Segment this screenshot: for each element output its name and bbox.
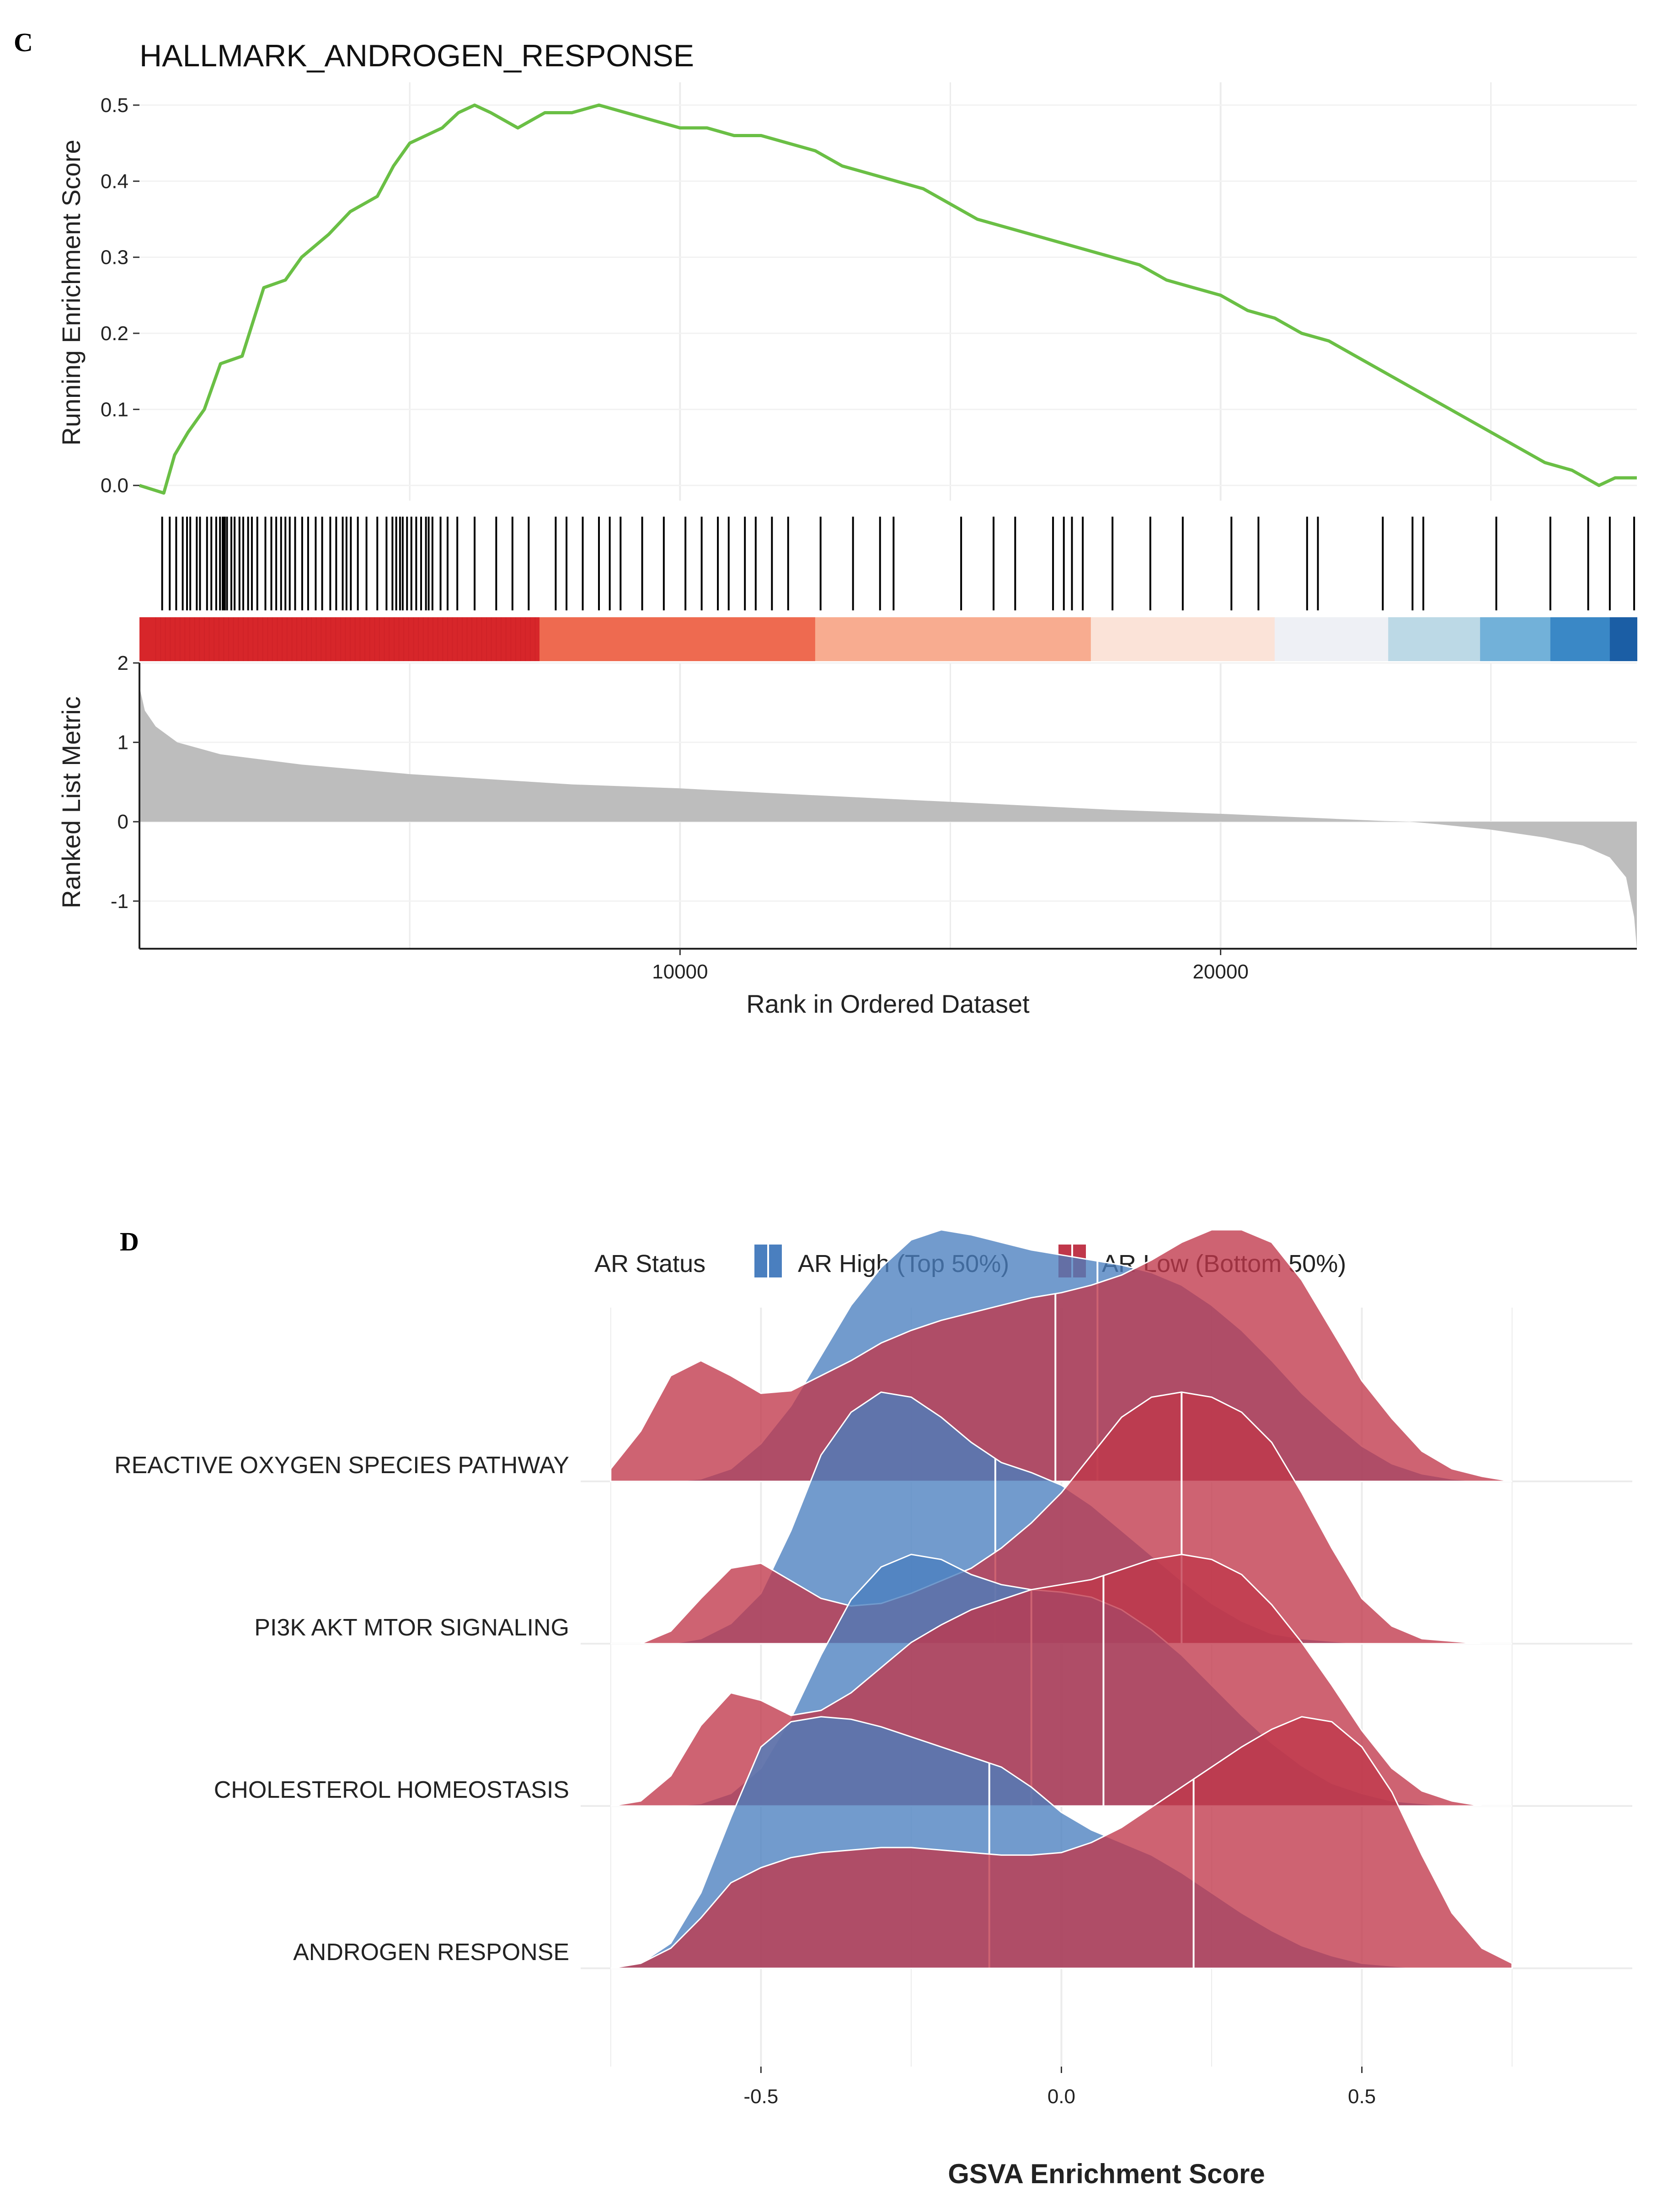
- heat-bar-segment: [1388, 617, 1481, 661]
- heat-bar-segment: [1609, 617, 1637, 661]
- y-tick-label: 0.3: [101, 246, 128, 269]
- ranked-metric-y-axis-title: Ranked List Metric: [57, 696, 86, 908]
- ridgeline-plot: [610, 1229, 1513, 1969]
- running-score-grid: [139, 104, 1637, 486]
- ridge-row: [610, 1229, 1512, 1482]
- x-tick-label: 20000: [1192, 961, 1248, 983]
- x-tick-label: 0.0: [1047, 2085, 1075, 2108]
- ridge-category-label: REACTIVE OXYGEN SPECIES PATHWAY: [114, 1452, 569, 1479]
- ridge-category-label: CHOLESTEROL HOMEOSTASIS: [214, 1777, 569, 1803]
- panel-c-letter: C: [14, 27, 33, 57]
- x-tick-label: 10000: [652, 961, 708, 983]
- y-tick-label: -1: [111, 890, 128, 913]
- heat-bar-segment: [1550, 617, 1610, 661]
- panel-c-title: HALLMARK_ANDROGEN_RESPONSE: [139, 38, 694, 73]
- panel-c-x-ticks: 10000 20000: [652, 949, 1249, 983]
- heat-bar-segment: [815, 617, 1091, 661]
- panel-d-x-ticks: -0.5 0.0 0.5: [743, 2067, 1376, 2108]
- y-tick-label: 0.4: [101, 170, 128, 192]
- panel-c: C HALLMARK_ANDROGEN_RESPONSE 0.00.10.20.…: [14, 27, 1637, 1018]
- ridge-category-labels: REACTIVE OXYGEN SPECIES PATHWAY PI3K AKT …: [114, 1452, 569, 1966]
- heat-bar-segment: [1274, 617, 1389, 661]
- ranked-list-metric-area: [139, 687, 1637, 949]
- ridge-ar-low: [610, 1391, 1512, 1645]
- panel-d-x-axis-title: GSVA Enrichment Score: [948, 2159, 1265, 2189]
- running-enrichment-score-line: [139, 103, 1637, 495]
- panel-d: D AR Status AR High (Top 50%) AR Low (Bo…: [114, 1227, 1632, 2189]
- x-tick-label: -0.5: [743, 2085, 778, 2108]
- heat-bar-segment: [539, 617, 816, 661]
- ridge-ar-low: [610, 1229, 1512, 1482]
- y-tick-label: 0.2: [101, 322, 128, 345]
- gene-hit-ticks: [161, 517, 1635, 610]
- panel-c-x-axis-title: Rank in Ordered Dataset: [746, 989, 1030, 1018]
- y-tick-label: 0: [118, 811, 128, 833]
- heat-bar-segment: [1480, 617, 1551, 661]
- ridge-row: [610, 1391, 1512, 1645]
- rank-heat-bar: [139, 617, 1637, 661]
- heat-bar-segment: [139, 617, 540, 661]
- x-tick-label: 0.5: [1348, 2085, 1376, 2108]
- y-tick-label: 0.5: [101, 94, 128, 117]
- heat-bar-segment: [1090, 617, 1275, 661]
- legend-title: AR Status: [594, 1250, 705, 1277]
- running-score-y-axis-title: Running Enrichment Score: [57, 139, 86, 445]
- y-tick-label: 0.0: [101, 475, 128, 497]
- running-score-y-ticks: 0.0 0.1 0.2 0.3 0.4 0.5: [101, 94, 139, 497]
- panel-d-letter: D: [120, 1227, 139, 1256]
- y-tick-label: 2: [118, 652, 128, 674]
- y-tick-label: 0.1: [101, 398, 128, 421]
- ridge-category-label: ANDROGEN RESPONSE: [293, 1939, 569, 1966]
- ridge-ar-low: [610, 1716, 1513, 1969]
- ridge-row: [610, 1716, 1513, 1969]
- ridge-category-label: PI3K AKT MTOR SIGNALING: [254, 1614, 569, 1641]
- y-tick-label: 1: [118, 732, 128, 754]
- ranked-metric-y-ticks: -1 0 1 2: [111, 652, 139, 913]
